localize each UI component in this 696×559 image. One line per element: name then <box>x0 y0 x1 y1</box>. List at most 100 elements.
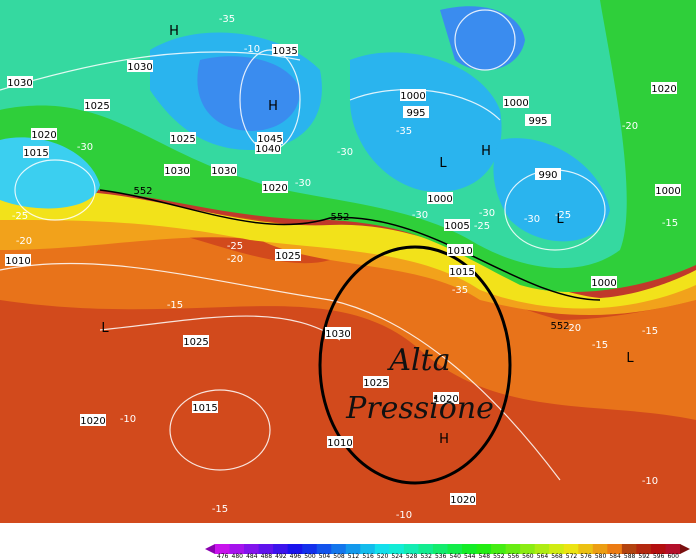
map-field <box>0 0 696 523</box>
isobar-label-box <box>651 82 677 94</box>
colorbar-label: 492 <box>275 553 287 559</box>
isobar-label: 1005 <box>444 221 469 232</box>
colorbar-swatch <box>273 544 289 554</box>
colorbar-swatch <box>316 544 332 554</box>
isobar-label: 1020 <box>651 84 676 95</box>
colorbar-swatch <box>244 544 260 554</box>
temperature-label: -25 <box>474 221 490 232</box>
annotation: Alta <box>386 343 450 378</box>
colorbar-label: 524 <box>391 553 403 559</box>
isobar-label: 1030 <box>127 62 152 73</box>
colorbar-swatch <box>520 544 536 554</box>
pressure-center: H <box>481 144 491 159</box>
temperature-label: -35 <box>452 285 468 296</box>
temperature-label: -25 <box>555 210 571 221</box>
colorbar-swatch <box>578 544 594 554</box>
isobar-label-box <box>327 436 353 448</box>
colorbar-label: 540 <box>450 553 462 559</box>
colorbar-label: 560 <box>522 553 534 559</box>
isobar-label: 1025 <box>275 251 300 262</box>
isobar-label: 1000 <box>400 91 425 102</box>
colorbar-label: 572 <box>566 553 578 559</box>
isobar-label: 1010 <box>327 438 352 449</box>
colorbar-label: 512 <box>348 553 360 559</box>
temperature-label: -15 <box>592 340 608 351</box>
pressure-center: L <box>101 321 109 336</box>
highlight-ellipse <box>318 245 512 485</box>
isobar-label: 1025 <box>363 378 388 389</box>
colorbar-swatch <box>345 544 361 554</box>
isobar-label: 1025 <box>183 337 208 348</box>
isobar-label-box <box>444 219 470 231</box>
temperature-label: -20 <box>227 254 243 265</box>
colorbar-label: 568 <box>551 553 563 559</box>
isobar-label-box <box>403 106 429 118</box>
colorbar-swatch <box>665 544 681 554</box>
isobar-label-box <box>170 132 196 144</box>
colorbar-swatch <box>607 544 623 554</box>
temperature-label: -35 <box>396 126 412 137</box>
annotation: Pressione <box>345 391 494 426</box>
colorbar-label: 496 <box>290 553 302 559</box>
isobar-label: 1020 <box>262 183 287 194</box>
isobar-label: 1010 <box>447 246 472 257</box>
isobar-label-box <box>84 99 110 111</box>
temperature-label: -10 <box>120 414 136 425</box>
colorbar-label: 480 <box>232 553 244 559</box>
thickness-label: 552 <box>550 321 569 332</box>
colorbar-label: 516 <box>362 553 374 559</box>
isobar-label: 1035 <box>272 46 297 57</box>
colorbar-label: 520 <box>377 553 389 559</box>
temperature-label: -30 <box>412 210 428 221</box>
temperature-label: -30 <box>479 208 495 219</box>
isobar-label-box <box>5 254 31 266</box>
isobar-label-box <box>449 265 475 277</box>
colorbar-label: 504 <box>319 553 331 559</box>
colorbar-label: 600 <box>667 553 679 559</box>
temperature-label: -25 <box>12 211 28 222</box>
isobar-label-box <box>80 414 106 426</box>
colorbar-label: 544 <box>464 553 476 559</box>
colorbar-swatch <box>403 544 419 554</box>
isobar-label: 1040 <box>255 144 280 155</box>
colorbar-swatch <box>462 544 478 554</box>
isobar-label-box <box>427 192 453 204</box>
isobar-label-box <box>325 327 351 339</box>
isobar-label-box <box>450 493 476 505</box>
colorbar-swatch <box>549 544 565 554</box>
temperature-label: -30 <box>524 214 540 225</box>
colorbar-label: 556 <box>508 553 520 559</box>
isobar-label: 1000 <box>503 98 528 109</box>
isobar-label-box <box>535 168 561 180</box>
isobar-label-box <box>7 76 33 88</box>
isobar-label-box <box>591 276 617 288</box>
colorbar-label: 488 <box>261 553 273 559</box>
isobar-label-box <box>183 335 209 347</box>
isobar-label: 1030 <box>325 329 350 340</box>
colorbar-swatch <box>258 544 274 554</box>
colorbar-swatch <box>491 544 507 554</box>
isobar-label-box <box>363 376 389 388</box>
colorbar-swatch <box>287 544 303 554</box>
isobar-label-box <box>525 114 551 126</box>
isobar-label-box <box>447 244 473 256</box>
isobar-label: 1015 <box>192 403 217 414</box>
colorbar-swatch <box>650 544 666 554</box>
colorbar-label: 576 <box>580 553 592 559</box>
colorbar-label: 500 <box>304 553 316 559</box>
isobar-label: 1000 <box>655 186 680 197</box>
colorbar-label: 532 <box>420 553 432 559</box>
temperature-label: -15 <box>167 300 183 311</box>
colorbar-arrow <box>680 544 690 554</box>
isobar-label-box <box>262 181 288 193</box>
colorbar-swatch <box>374 544 390 554</box>
isobar-label-box <box>275 249 301 261</box>
colorbar-label: 592 <box>638 553 650 559</box>
colorbar-swatch <box>360 544 376 554</box>
thickness-label: 552 <box>133 186 152 197</box>
isobar-label-box <box>255 142 281 154</box>
isobar-label-box <box>503 96 529 108</box>
pressure-center: H <box>268 99 278 114</box>
pressure-center: H <box>169 24 179 39</box>
